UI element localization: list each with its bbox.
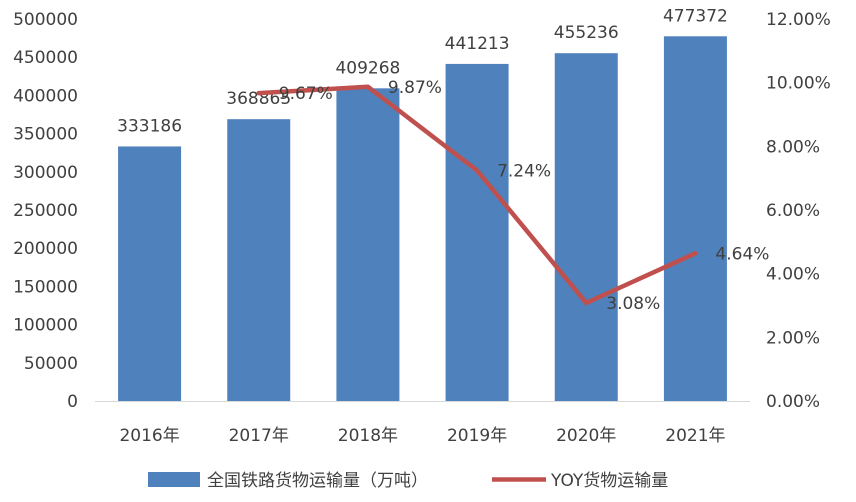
line-data-label: 9.87%	[388, 78, 442, 98]
bar-data-label: 333186	[117, 116, 182, 136]
bar-data-label: 441213	[445, 34, 510, 54]
left-tick-label: 250000	[13, 201, 78, 221]
bar-data-label: 477372	[663, 6, 728, 26]
x-tick-label: 2016年	[119, 426, 179, 446]
left-tick-label: 350000	[13, 125, 78, 145]
yoy-line	[256, 84, 698, 306]
left-tick-label: 150000	[13, 277, 78, 297]
right-tick-label: 10.00%	[766, 74, 831, 94]
bar-series	[118, 36, 727, 402]
bar	[227, 119, 291, 402]
bar-data-label: 455236	[554, 23, 619, 43]
x-tick-label: 2019年	[447, 426, 507, 446]
right-tick-label: 6.00%	[766, 201, 820, 221]
line-data-label: 7.24%	[497, 162, 551, 182]
right-tick-label: 8.00%	[766, 137, 820, 157]
x-tick-label: 2017年	[229, 426, 289, 446]
x-axis-ticks: 2016年 2017年 2018年 2019年 2020年 2021年	[119, 426, 725, 446]
line-data-label: 4.64%	[715, 244, 769, 264]
bar	[118, 146, 182, 401]
left-tick-label: 450000	[13, 48, 78, 68]
bar	[336, 88, 400, 401]
legend-line-label: YOY货物运输量	[550, 471, 668, 491]
right-tick-label: 0.00%	[766, 392, 820, 412]
right-tick-label: 2.00%	[766, 328, 820, 348]
left-tick-label: 300000	[13, 163, 78, 183]
right-tick-label: 4.00%	[766, 265, 820, 285]
left-axis-ticks: 0 50000 100000 150000 200000 250000 300000 3500…	[13, 10, 78, 412]
bar	[445, 63, 509, 401]
left-tick-label: 500000	[13, 10, 78, 30]
right-axis-ticks: 0.00% 2.00% 4.00% 6.00% 8.00% 10.00% 12.00%	[766, 10, 831, 412]
left-tick-label: 0	[67, 392, 78, 412]
line-data-label: 9.67%	[279, 84, 333, 104]
bar	[554, 53, 618, 401]
bar-data-label: 409268	[335, 58, 400, 78]
legend: 全国铁路货物运输量（万吨） YOY货物运输量	[148, 471, 668, 491]
legend-bar-swatch	[148, 472, 200, 487]
x-tick-label: 2021年	[665, 426, 725, 446]
left-tick-label: 100000	[13, 316, 78, 336]
line-data-labels: 9.67% 9.87% 7.24% 3.08% 4.64%	[279, 78, 770, 314]
left-tick-label: 50000	[24, 354, 78, 374]
x-tick-label: 2018年	[338, 426, 398, 446]
line-data-label: 3.08%	[606, 294, 660, 314]
left-tick-label: 200000	[13, 239, 78, 259]
legend-bar-label: 全国铁路货物运输量（万吨）	[207, 471, 428, 491]
left-tick-label: 400000	[13, 86, 78, 106]
x-tick-label: 2020年	[556, 426, 616, 446]
bar	[663, 36, 727, 402]
right-tick-label: 12.00%	[766, 10, 831, 30]
